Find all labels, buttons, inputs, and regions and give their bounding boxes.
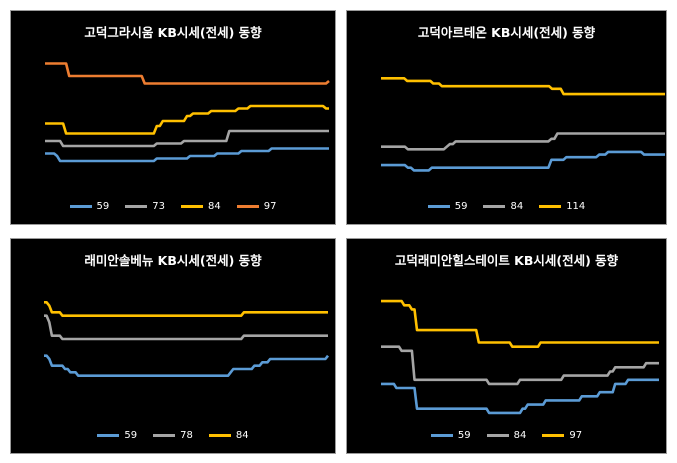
series-line-59 bbox=[45, 147, 329, 163]
legend-label: 97 bbox=[263, 201, 277, 212]
chart-legend: 59 78 84 bbox=[11, 430, 335, 441]
series-line-84 bbox=[381, 345, 659, 386]
chart-plot bbox=[45, 62, 330, 163]
legend-swatch bbox=[539, 204, 562, 208]
chart-panel-arteon: 고덕아르테온 KB시세(전세) 동향 59 84 114 bbox=[346, 10, 667, 225]
legend-swatch bbox=[430, 433, 453, 437]
legend-item-84: 84 bbox=[486, 430, 527, 441]
legend-label: 59 bbox=[96, 201, 110, 212]
legend-label: 78 bbox=[180, 430, 193, 441]
series-line-59 bbox=[381, 378, 659, 415]
legend-item-73: 73 bbox=[125, 201, 165, 212]
legend-item-114: 114 bbox=[539, 201, 585, 212]
chart-legend: 59 73 84 97 bbox=[11, 201, 335, 212]
chart-panel-gracium: 고덕그라시움 KB시세(전세) 동향 59 73 84 97 bbox=[10, 10, 336, 225]
chart-panel-solvenue: 래미안솔베뉴 KB시세(전세) 동향 59 78 84 bbox=[10, 238, 336, 454]
legend-swatch bbox=[486, 433, 509, 437]
legend-item-78: 78 bbox=[153, 430, 193, 441]
legend-item-97: 97 bbox=[236, 201, 277, 212]
chart-title: 고덕아르테온 KB시세(전세) 동향 bbox=[417, 25, 596, 40]
series-line-84 bbox=[44, 300, 328, 317]
chart-plot bbox=[381, 77, 665, 172]
legend-label: 84 bbox=[510, 201, 524, 212]
legend-swatch bbox=[181, 204, 203, 208]
series-line-97 bbox=[381, 299, 659, 348]
series-line-97 bbox=[45, 62, 330, 85]
legend-label: 59 bbox=[457, 430, 471, 441]
legend-item-84: 84 bbox=[483, 201, 523, 212]
legend-swatch bbox=[236, 204, 259, 208]
legend-item-97: 97 bbox=[542, 430, 582, 441]
series-line-78 bbox=[44, 314, 328, 341]
legend-label: 59 bbox=[454, 201, 468, 212]
legend-swatch bbox=[69, 204, 92, 208]
chart-title: 래미안솔베뉴 KB시세(전세) 동향 bbox=[84, 253, 262, 268]
series-line-84 bbox=[381, 132, 665, 151]
series-line-59 bbox=[381, 150, 665, 172]
series-line-114 bbox=[381, 77, 665, 96]
legend-item-59: 59 bbox=[427, 201, 468, 212]
series-line-73 bbox=[45, 129, 329, 148]
legend-swatch bbox=[542, 433, 565, 437]
legend-label: 97 bbox=[569, 430, 583, 441]
chart-panel-hillstate: 고덕래미안힐스테이트 KB시세(전세) 동향 59 84 97 bbox=[346, 238, 667, 454]
legend-label: 114 bbox=[566, 201, 586, 212]
legend-label: 59 bbox=[124, 430, 138, 441]
series-line-59 bbox=[44, 354, 330, 377]
legend-label: 84 bbox=[208, 201, 221, 212]
legend-swatch bbox=[97, 433, 120, 437]
legend-swatch bbox=[427, 204, 450, 208]
legend-swatch bbox=[125, 204, 148, 208]
legend-swatch bbox=[208, 433, 231, 437]
legend-item-59: 59 bbox=[430, 430, 471, 441]
legend-item-59: 59 bbox=[69, 201, 110, 212]
legend-swatch bbox=[483, 204, 506, 208]
legend-label: 84 bbox=[513, 430, 527, 441]
chart-title: 고덕그라시움 KB시세(전세) 동향 bbox=[84, 25, 262, 40]
chart-legend: 59 84 97 bbox=[347, 430, 666, 441]
series-line-84 bbox=[45, 104, 329, 135]
legend-label: 73 bbox=[152, 201, 165, 212]
legend-item-84: 84 bbox=[208, 430, 249, 441]
legend-swatch bbox=[153, 433, 176, 437]
chart-plot bbox=[381, 299, 659, 415]
legend-item-59: 59 bbox=[97, 430, 137, 441]
legend-label: 84 bbox=[235, 430, 249, 441]
chart-plot bbox=[44, 300, 330, 377]
chart-title: 고덕래미안힐스테이트 KB시세(전세) 동향 bbox=[394, 253, 619, 268]
legend-item-84: 84 bbox=[181, 201, 221, 212]
chart-legend: 59 84 114 bbox=[347, 201, 666, 212]
